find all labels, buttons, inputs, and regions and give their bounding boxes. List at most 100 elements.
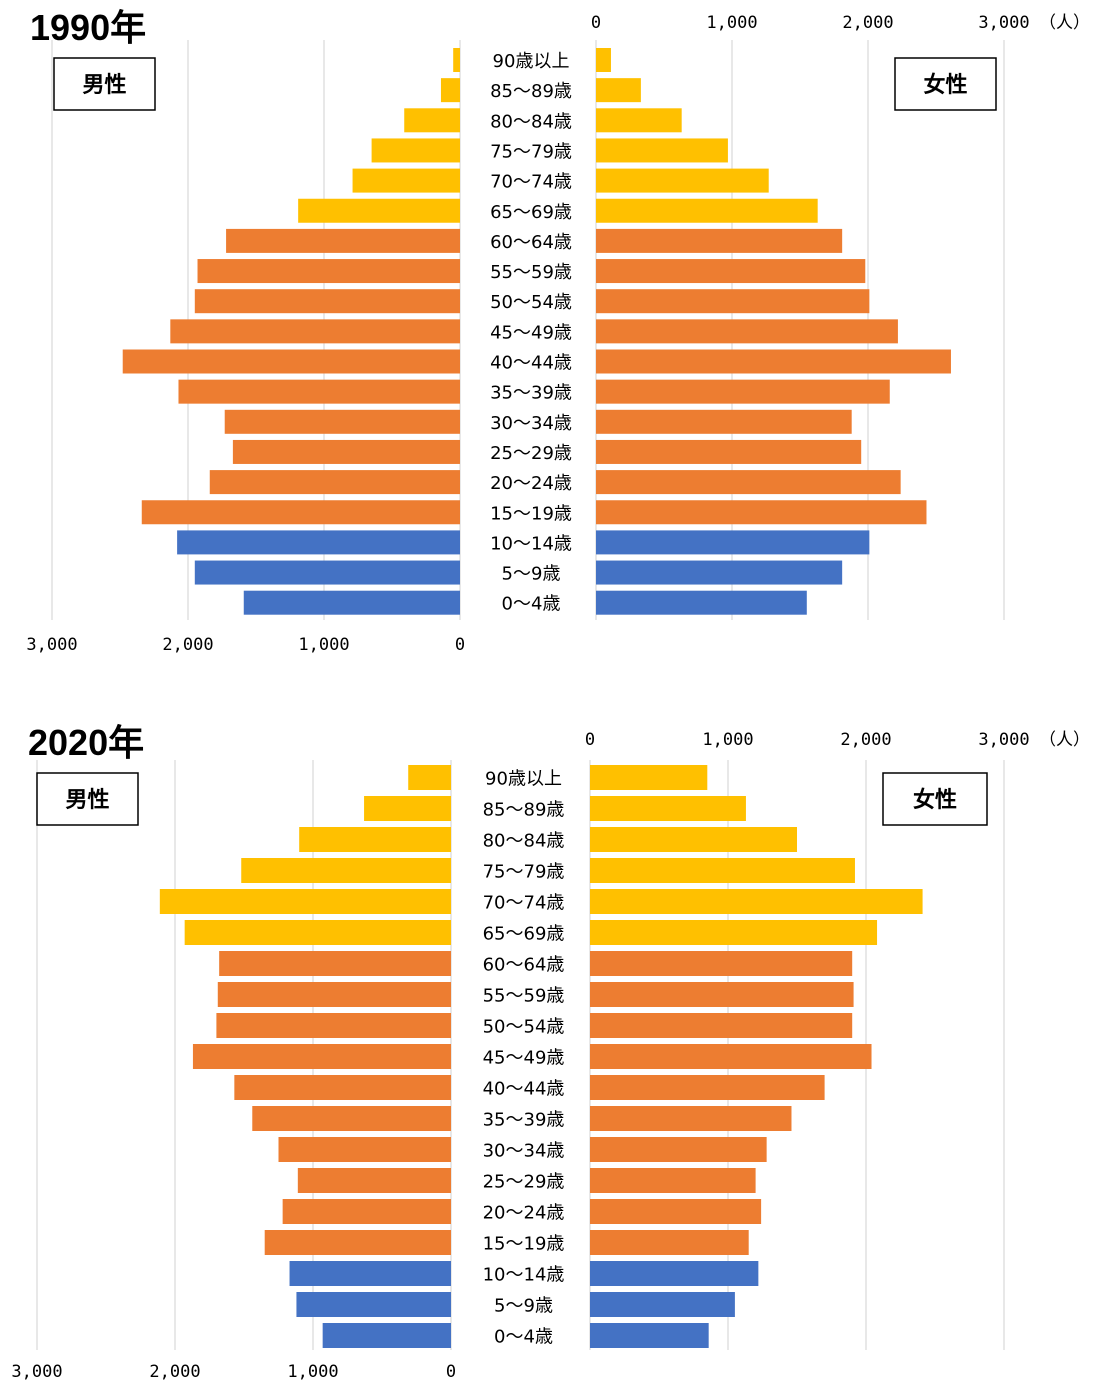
chart-1-male-bar — [192, 1044, 451, 1069]
chart-0-age-label: 45～49歳 — [490, 322, 572, 343]
chart-0-male-bar — [243, 590, 460, 615]
chart-0-age-label: 55～59歳 — [490, 262, 572, 283]
chart-0-female-bar — [596, 198, 818, 223]
chart-0-male-label: 男性 — [82, 73, 126, 98]
chart-0-tick-top: 3,000 — [978, 13, 1029, 33]
chart-1-age-label: 25～29歳 — [483, 1172, 565, 1193]
chart-0-age-label: 15～19歳 — [490, 503, 572, 524]
chart-1-age-label: 0～4歳 — [494, 1327, 553, 1348]
chart-1-age-label: 5～9歳 — [494, 1296, 553, 1317]
chart-1-male-bar — [408, 765, 451, 790]
chart-1-female-bar — [590, 827, 797, 852]
chart-1-age-label: 30～34歳 — [483, 1141, 565, 1162]
chart-0-male-bar — [232, 439, 460, 464]
chart-1-female-bar — [590, 1168, 756, 1193]
chart-1-female-bar — [590, 1075, 825, 1100]
chart-1-male-box — [36, 772, 139, 826]
chart-0-age-label: 60～64歳 — [490, 232, 572, 253]
chart-0-male-bar — [352, 168, 460, 193]
chart-1-female-box — [882, 772, 988, 826]
chart-0-female-bar — [596, 228, 843, 253]
chart-1-male-bar — [184, 920, 451, 945]
chart-1-tick-bottom: 2,000 — [149, 1362, 200, 1382]
chart-0-age-label: 90歳以上 — [493, 51, 570, 72]
chart-0-male-bar — [440, 78, 460, 103]
chart-1-female-bar — [590, 796, 746, 821]
chart-0-male-bar — [224, 409, 460, 434]
chart-0-tick-top: 0 — [591, 13, 601, 33]
chart-0-male-bar — [226, 228, 460, 253]
chart-1-age-label: 65～69歳 — [483, 924, 565, 945]
chart-0-male-box — [53, 57, 156, 111]
chart-1-male-bar — [322, 1323, 451, 1348]
chart-0-male-bar — [298, 198, 460, 223]
chart-0-male-bar — [404, 108, 460, 133]
chart-0-age-label: 70～74歳 — [490, 172, 572, 193]
chart-1-female-label: 女性 — [913, 787, 957, 813]
chart-1-tick-top: 0 — [585, 730, 595, 750]
chart-1-female-bar — [590, 1106, 792, 1131]
chart-1-female-bar — [590, 1323, 709, 1348]
chart-0-female-bar — [596, 78, 641, 103]
chart-0-age-label: 30～34歳 — [490, 413, 572, 434]
chart-1-female-bar — [590, 765, 708, 790]
chart-1-male-bar — [219, 951, 451, 976]
chart-0-age-label: 80～84歳 — [490, 111, 572, 132]
chart-1-male-bar — [289, 1261, 451, 1286]
chart-0-female-bar — [596, 349, 951, 374]
chart-1-male-label: 男性 — [65, 788, 109, 813]
chart-1-female-bar — [590, 1292, 735, 1317]
chart-1-title: 2020年 — [28, 722, 144, 763]
chart-1-tick-bottom: 0 — [446, 1362, 456, 1382]
chart-1-age-label: 35～39歳 — [483, 1110, 565, 1131]
chart-0-female-bar — [596, 530, 870, 555]
chart-1-male-bar — [241, 858, 451, 883]
chart-1-tick-top: 3,000 — [978, 730, 1029, 750]
chart-1-female-bar — [590, 951, 853, 976]
chart-1-age-label: 55～59歳 — [483, 986, 565, 1007]
chart-0-female-bar — [596, 590, 807, 615]
chart-0-female-bar — [596, 379, 890, 404]
chart-1-age-label: 10～14歳 — [483, 1265, 565, 1286]
chart-0-female-label: 女性 — [923, 72, 967, 98]
chart-1-age-label: 85～89歳 — [483, 800, 565, 821]
chart-1-male-bar — [234, 1075, 451, 1100]
chart-0-tick-top: 2,000 — [842, 13, 893, 33]
chart-0-age-label: 50～54歳 — [490, 292, 572, 313]
chart-1-male-bar — [282, 1199, 451, 1224]
chart-0-tick-top: 1,000 — [706, 13, 757, 33]
chart-1-unit-label: （人） — [1039, 730, 1090, 750]
chart-1-male-bar — [278, 1137, 451, 1162]
chart-1-male-bar — [217, 982, 451, 1007]
chart-0-female-bar — [596, 168, 769, 193]
chart-1-female-bar — [590, 1013, 853, 1038]
chart-1-age-label: 15～19歳 — [483, 1234, 565, 1255]
chart-1-male-bar — [296, 1292, 451, 1317]
chart-0-male-bar — [194, 560, 461, 585]
chart-1-male-bar — [364, 796, 451, 821]
chart-0-male-bar — [170, 319, 460, 344]
chart-0-female-bar — [596, 259, 866, 284]
chart-0-title: 1990年 — [30, 7, 146, 48]
chart-1-female-bar — [590, 1230, 749, 1255]
chart-0-age-label: 85～89歳 — [490, 81, 572, 102]
chart-1-male-bar — [264, 1230, 451, 1255]
chart-0-age-label: 40～44歳 — [490, 353, 572, 374]
chart-1-tick-top: 1,000 — [702, 730, 753, 750]
chart-1-tick-bottom: 1,000 — [287, 1362, 338, 1382]
chart-0-tick-bottom: 0 — [455, 635, 465, 655]
chart-1-age-label: 90歳以上 — [485, 769, 562, 790]
chart-0-female-bar — [596, 289, 870, 314]
chart-1-tick-bottom: 3,000 — [11, 1362, 62, 1382]
chart-1-age-label: 40～44歳 — [483, 1079, 565, 1100]
chart-1-female-bar — [590, 982, 854, 1007]
chart-0-male-bar — [194, 289, 461, 314]
chart-1-female-bar — [590, 1199, 762, 1224]
chart-0-male-bar — [453, 48, 460, 72]
chart-1-female-bar — [590, 1137, 767, 1162]
chart-1-female-bar — [590, 1044, 872, 1069]
chart-0-female-bar — [596, 409, 852, 434]
chart-0-unit-label: （人） — [1039, 13, 1090, 33]
chart-0-tick-bottom: 2,000 — [162, 635, 213, 655]
